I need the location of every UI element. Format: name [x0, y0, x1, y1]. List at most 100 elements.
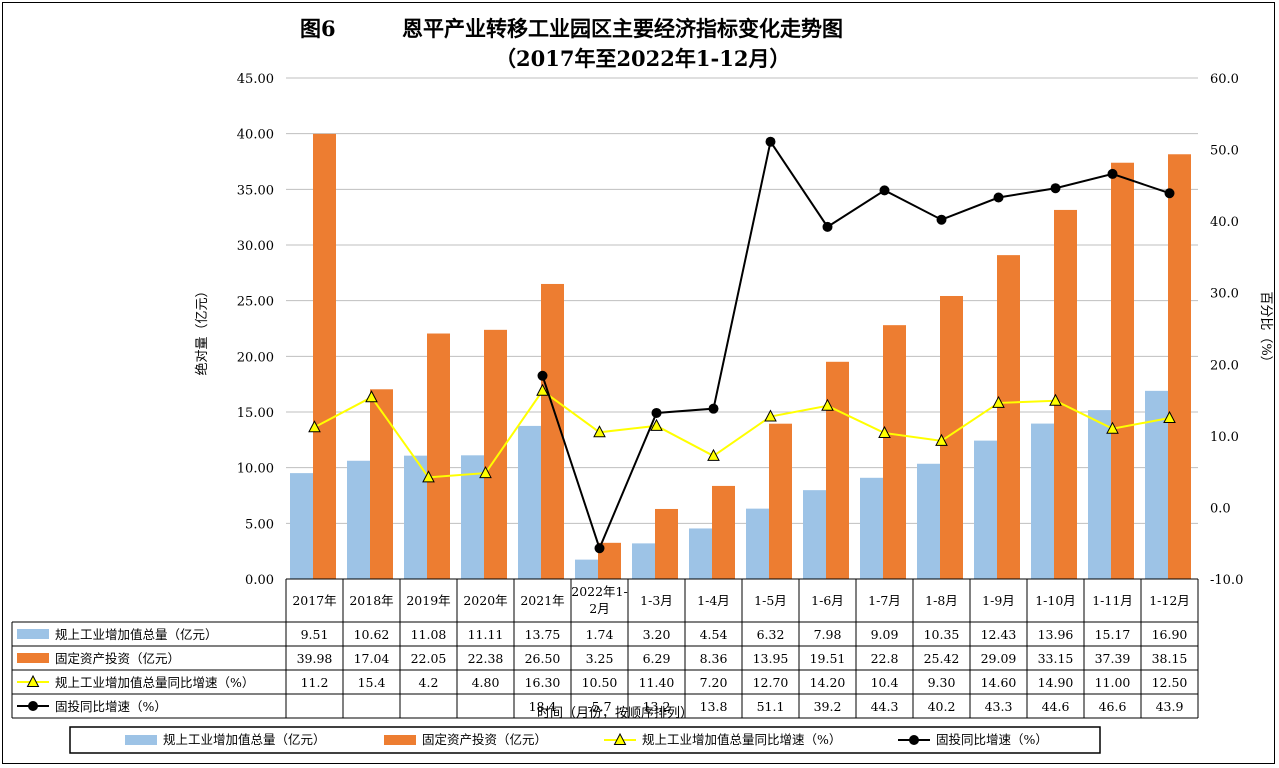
table-cell: 3.20 — [643, 627, 671, 642]
y-tick-label: 20.00 — [237, 350, 274, 365]
marker-industrial-growth — [764, 409, 777, 422]
table-cell: 15.17 — [1095, 627, 1131, 642]
table-cell: 16.30 — [525, 675, 561, 690]
table-row-label: 规上工业增加值总量同比增速（%） — [55, 675, 254, 690]
x-tick-label: 1-8月 — [925, 593, 958, 608]
table-cell: 13.2 — [643, 699, 671, 714]
table-cell: 13.96 — [1038, 627, 1074, 642]
y-tick-label: 45.00 — [237, 72, 274, 87]
y-tick-label: 5.00 — [245, 517, 274, 532]
marker-industrial-growth — [650, 418, 663, 431]
table-cell: 13.95 — [753, 651, 789, 666]
marker-industrial-growth — [1106, 421, 1119, 434]
table-cell: 26.50 — [525, 651, 561, 666]
legend-label: 规上工业增加值总量同比增速（%） — [642, 732, 841, 747]
marker-investment-growth — [708, 403, 719, 414]
marker-investment-growth — [594, 543, 605, 554]
table-cell: 18.4 — [529, 699, 557, 714]
y-tick-label: 40.00 — [237, 128, 274, 143]
table-cell: 11.08 — [411, 627, 447, 642]
table-cell: 44.3 — [871, 699, 899, 714]
table-cell: 14.90 — [1038, 675, 1074, 690]
y2-tick-label: 10.0 — [1210, 430, 1239, 445]
table-cell: 6.32 — [757, 627, 785, 642]
legend-marker — [28, 701, 38, 711]
table-cell: 10.4 — [871, 675, 899, 690]
x-tick-label: 2月 — [589, 601, 609, 616]
y-tick-label: 0.00 — [245, 573, 274, 588]
legend-marker — [909, 735, 919, 745]
marker-investment-growth — [822, 221, 833, 232]
table-cell: 14.20 — [810, 675, 846, 690]
x-tick-label: 1-12月 — [1149, 593, 1190, 608]
marker-investment-growth — [1164, 188, 1175, 199]
x-tick-label: 1-7月 — [868, 593, 901, 608]
marker-industrial-growth — [1163, 410, 1176, 423]
bar-industrial-value — [404, 455, 427, 579]
marker-investment-growth — [993, 192, 1004, 203]
table-cell: 9.51 — [301, 627, 329, 642]
bar-industrial-value — [290, 473, 313, 579]
table-cell: 16.90 — [1152, 627, 1188, 642]
y-tick-label: 35.00 — [237, 183, 274, 198]
table-cell: 43.9 — [1156, 699, 1184, 714]
bar-industrial-value — [575, 559, 598, 579]
x-tick-label: 1-6月 — [811, 593, 844, 608]
bar-industrial-value — [689, 528, 712, 579]
bar-fixed-investment — [1168, 154, 1191, 579]
table-row-label: 固投同比增速（%） — [55, 699, 167, 714]
y-axis-title: 绝对量（亿元） — [194, 284, 210, 375]
table-cell: 37.39 — [1095, 651, 1131, 666]
y2-tick-label: 40.0 — [1210, 215, 1239, 230]
bar-fixed-investment — [883, 325, 906, 579]
x-axis-title: 时间（月份，按顺序排列） — [537, 706, 693, 721]
table-cell: 12.70 — [753, 675, 789, 690]
line-industrial-growth — [314, 389, 1170, 479]
bar-fixed-investment — [541, 283, 564, 579]
bar-fixed-investment — [1054, 209, 1077, 579]
bar-fixed-investment — [484, 329, 507, 579]
table-cell: 14.60 — [981, 675, 1017, 690]
legend-marker — [613, 732, 627, 745]
y2-axis-title: 百分比（%） — [1258, 291, 1273, 368]
bar-fixed-investment — [769, 423, 792, 579]
table-cell: 12.43 — [981, 627, 1017, 642]
bar-industrial-value — [860, 477, 883, 579]
legend-label: 固投同比增速（%） — [936, 732, 1048, 747]
legend-label: 规上工业增加值总量（亿元） — [163, 732, 326, 747]
bar-industrial-value — [1088, 410, 1111, 579]
chart-title: 恩平产业转移工业园区主要经济指标变化走势图 — [402, 16, 843, 41]
table-cell: 17.04 — [354, 651, 390, 666]
bar-industrial-value — [974, 440, 997, 579]
x-tick-label: 2017年 — [292, 593, 336, 608]
x-tick-label: 1-5月 — [754, 593, 787, 608]
table-cell: 46.6 — [1099, 699, 1127, 714]
table-cell: 13.8 — [700, 699, 728, 714]
bar-fixed-investment — [427, 333, 450, 579]
legend-swatch — [125, 735, 157, 745]
bar-fixed-investment — [370, 389, 393, 579]
table-cell: 43.3 — [985, 699, 1013, 714]
table-cell: 39.98 — [297, 651, 333, 666]
marker-investment-growth — [879, 185, 890, 196]
marker-investment-growth — [651, 407, 662, 418]
y2-tick-label: 60.0 — [1210, 72, 1239, 87]
legend-label: 固定资产投资（亿元） — [422, 732, 547, 747]
table-cell: 11.00 — [1095, 675, 1131, 690]
y2-tick-label: 30.0 — [1210, 287, 1239, 302]
bar-industrial-value — [347, 460, 370, 579]
marker-industrial-growth — [365, 390, 378, 403]
marker-industrial-growth — [878, 425, 891, 438]
x-tick-label: 1-9月 — [982, 593, 1015, 608]
marker-industrial-growth — [935, 433, 948, 446]
marker-industrial-growth — [707, 448, 720, 461]
table-cell: 10.50 — [582, 675, 618, 690]
table-cell: 11.11 — [468, 627, 504, 642]
x-tick-label: 1-11月 — [1092, 593, 1133, 608]
table-cell: 8.36 — [700, 651, 728, 666]
bar-industrial-value — [803, 490, 826, 579]
bar-fixed-investment — [655, 508, 678, 579]
bar-fixed-investment — [940, 295, 963, 579]
bar-industrial-value — [518, 425, 541, 579]
